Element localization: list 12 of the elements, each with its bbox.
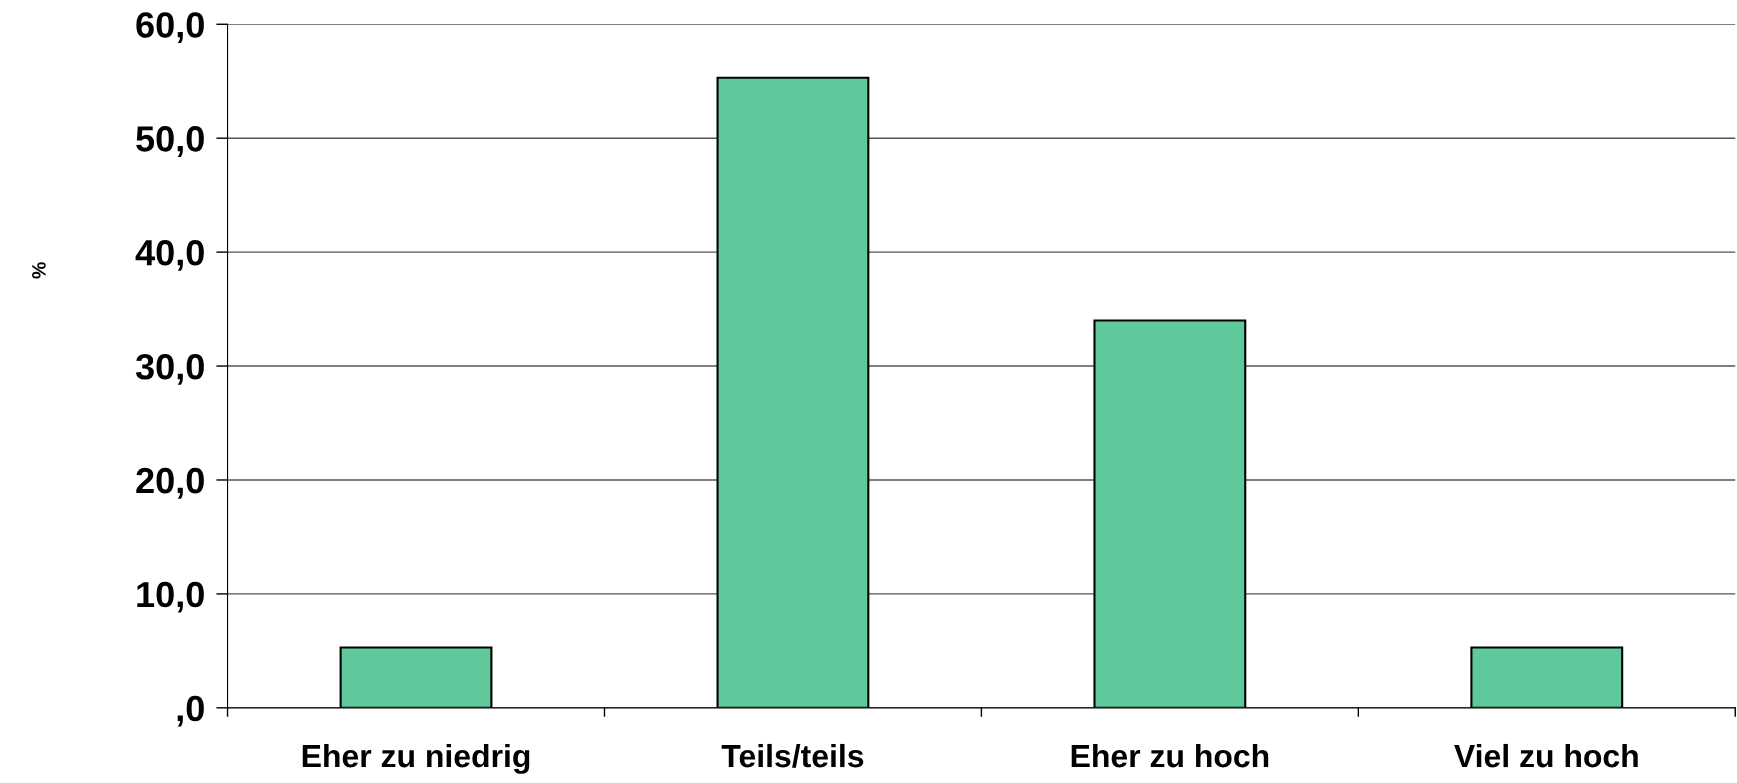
y-axis-title: % [32, 262, 46, 279]
y-tick-label: 40,0 [135, 239, 204, 271]
y-tick-label: 50,0 [136, 126, 204, 157]
y-tick-label: 20,0 [136, 467, 204, 499]
x-tick-label: Eher zu hoch [1071, 743, 1269, 768]
y-tick-label: 10,0 [137, 581, 204, 613]
y-tick-label: ,0 [177, 695, 204, 727]
x-tick-label: Eher zu niedrig [302, 743, 530, 774]
x-tick-label: Teils/teils [721, 743, 864, 768]
y-tick-label: 60,0 [136, 12, 204, 43]
x-tick-label: Viel zu hoch [1454, 743, 1638, 768]
y-tick-label: 30,0 [135, 353, 204, 385]
